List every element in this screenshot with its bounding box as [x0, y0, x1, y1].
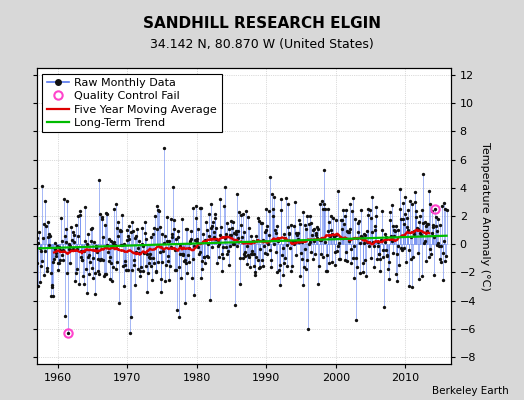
Text: SANDHILL RESEARCH ELGIN: SANDHILL RESEARCH ELGIN — [143, 16, 381, 31]
Y-axis label: Temperature Anomaly (°C): Temperature Anomaly (°C) — [480, 142, 490, 290]
Text: 34.142 N, 80.870 W (United States): 34.142 N, 80.870 W (United States) — [150, 38, 374, 51]
Legend: Raw Monthly Data, Quality Control Fail, Five Year Moving Average, Long-Term Tren: Raw Monthly Data, Quality Control Fail, … — [42, 74, 222, 132]
Text: Berkeley Earth: Berkeley Earth — [432, 386, 508, 396]
